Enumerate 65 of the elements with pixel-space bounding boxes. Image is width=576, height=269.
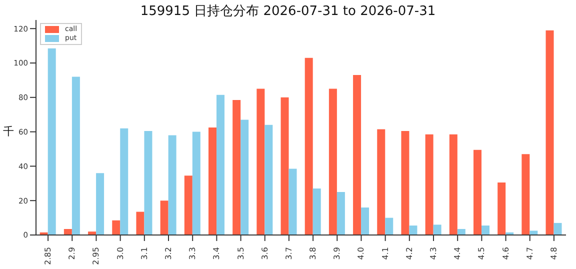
bar (72, 76, 80, 235)
y-axis-title: 千 (3, 124, 14, 139)
x-tick-label: 3.8 (308, 247, 318, 260)
bar (457, 228, 466, 235)
x-tick-label: 3.7 (284, 247, 294, 260)
bar (385, 218, 394, 235)
bar (546, 30, 554, 235)
bar (256, 88, 265, 235)
bar (168, 135, 176, 235)
bar (184, 176, 192, 235)
bar (409, 226, 418, 235)
bar (216, 94, 224, 235)
bar (473, 150, 482, 235)
bar (120, 128, 128, 235)
bar (433, 224, 442, 235)
x-tick-label: 4.8 (549, 247, 558, 260)
x-tick-label: 3.2 (164, 247, 173, 260)
bar (160, 200, 168, 235)
x-tick-label: 3.0 (116, 247, 125, 260)
x-tick-label: 4.2 (404, 247, 414, 260)
bar (361, 207, 370, 235)
bar (377, 129, 386, 235)
bar (304, 58, 313, 235)
bar (401, 130, 410, 235)
bar (530, 230, 538, 235)
x-tick-label: 3.4 (212, 247, 222, 260)
bar (240, 120, 249, 235)
bar (96, 173, 104, 235)
bar (144, 130, 152, 235)
x-tick-label: 2.85 (44, 247, 53, 265)
bar (64, 228, 72, 235)
bar (192, 132, 200, 235)
bar (336, 192, 345, 235)
bar (449, 134, 458, 235)
bar (312, 188, 321, 235)
bar (48, 48, 56, 235)
x-tick-label: 3.1 (140, 247, 149, 260)
x-tick-label: 4.1 (380, 247, 390, 260)
x-tick-label: 4.5 (477, 247, 486, 260)
bar (208, 128, 216, 235)
bar (481, 226, 490, 235)
x-tick-label: 4.0 (356, 247, 366, 260)
bar (328, 88, 337, 235)
bar (353, 75, 362, 235)
bar (498, 182, 506, 235)
chart-title: 159915 日持仓分布 2026-07-31 to 2026-07-31 (139, 3, 437, 20)
x-tick-label: 4.3 (429, 247, 438, 260)
x-tick-label: 3.5 (236, 247, 246, 260)
bar (136, 212, 144, 235)
bar (232, 100, 241, 235)
bar (425, 134, 434, 235)
bar (264, 124, 273, 235)
bar (288, 168, 297, 235)
x-tick-label: 3.6 (260, 247, 270, 260)
x-tick-label: 4.6 (501, 247, 510, 260)
x-tick-label: 3.3 (188, 247, 198, 260)
bar (112, 220, 120, 235)
x-tick-label: 2.95 (92, 247, 101, 265)
bar (522, 154, 530, 235)
x-tick-label: 4.7 (525, 247, 534, 260)
x-tick-label: 2.9 (68, 247, 77, 260)
x-tick-label: 3.9 (332, 247, 342, 260)
bar (554, 222, 562, 235)
x-tick-label: 4.4 (453, 247, 462, 260)
bar (280, 97, 289, 235)
